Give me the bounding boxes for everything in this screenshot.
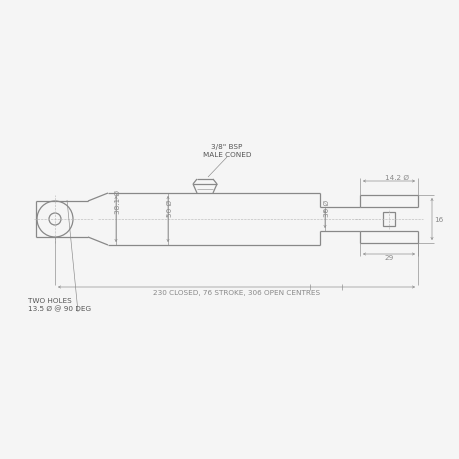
Bar: [382, 213, 394, 226]
Text: 30 Ø: 30 Ø: [323, 200, 329, 217]
Text: 230 CLOSED, 76 STROKE, 306 OPEN CENTRES: 230 CLOSED, 76 STROKE, 306 OPEN CENTRES: [152, 289, 319, 295]
Text: 14.2 Ø: 14.2 Ø: [384, 174, 408, 180]
Text: 50 Ø: 50 Ø: [167, 200, 173, 217]
Text: TWO HOLES
13.5 Ø @ 90 DEG: TWO HOLES 13.5 Ø @ 90 DEG: [28, 297, 91, 311]
Text: 29: 29: [384, 254, 393, 260]
Text: 3/8" BSP
MALE CONED: 3/8" BSP MALE CONED: [202, 144, 251, 157]
Text: 16: 16: [433, 217, 442, 223]
Text: 38.1 Ø: 38.1 Ø: [115, 190, 121, 213]
